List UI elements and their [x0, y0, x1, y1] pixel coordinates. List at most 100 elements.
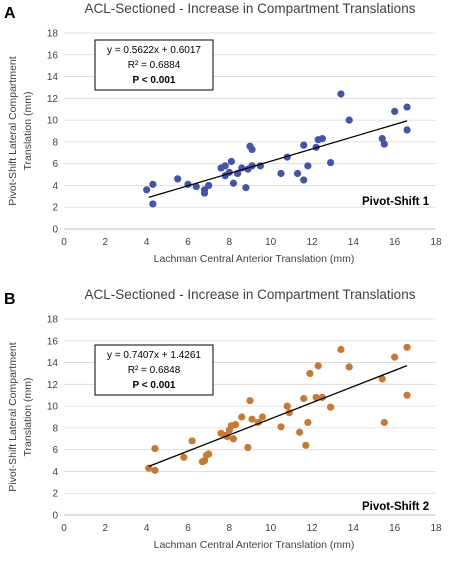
x-tick-label: 10 [265, 523, 277, 534]
data-point [327, 403, 335, 411]
data-point [314, 362, 322, 370]
data-point [318, 135, 326, 143]
x-tick-label: 18 [430, 523, 442, 534]
data-point [403, 126, 411, 134]
data-point [277, 169, 285, 178]
panel-letter: A [4, 5, 16, 22]
y-axis-label: Pivot-Shift Lateral Compartment [7, 56, 19, 205]
data-point [296, 428, 304, 436]
series-label: Pivot-Shift 2 [362, 501, 429, 513]
chart-title: ACL-Sectioned - Increase in Compartment … [85, 287, 416, 302]
data-point [238, 413, 246, 421]
data-point [403, 343, 411, 351]
data-point [380, 418, 388, 427]
data-point [302, 441, 310, 449]
data-point [244, 443, 252, 452]
y-tick-label: 10 [47, 116, 59, 127]
y-axis-label: Translation (mm) [22, 92, 34, 171]
equation-box [94, 39, 214, 91]
x-tick-label: 18 [430, 237, 442, 248]
data-point [391, 107, 399, 115]
data-point [337, 90, 345, 98]
x-tick-label: 8 [227, 237, 233, 248]
data-point [300, 394, 308, 403]
equation-line: y = 0.7407x + 1.4261 [107, 350, 201, 361]
equation-line: P < 0.001 [133, 380, 176, 391]
y-tick-label: 6 [52, 159, 58, 170]
data-point [200, 456, 209, 465]
data-point [327, 158, 335, 167]
data-point [304, 418, 312, 427]
x-axis-label: Lachman Central Anterior Translation (mm… [154, 539, 355, 551]
data-point [174, 175, 182, 183]
data-point [248, 415, 256, 423]
y-tick-label: 4 [52, 181, 58, 192]
data-point [151, 444, 159, 453]
data-point [149, 200, 157, 208]
y-tick-label: 16 [47, 336, 59, 347]
data-point [312, 393, 320, 401]
data-point [231, 421, 240, 429]
y-axis-label: Translation (mm) [22, 378, 34, 457]
data-point [192, 182, 200, 191]
data-point [300, 141, 308, 149]
y-tick-label: 14 [47, 72, 59, 83]
data-point [337, 345, 345, 354]
data-point [246, 397, 254, 405]
x-tick-label: 2 [103, 523, 109, 534]
data-point [300, 176, 308, 184]
y-tick-label: 2 [52, 489, 58, 500]
chart-title: ACL-Sectioned - Increase in Compartment … [85, 1, 416, 16]
x-tick-label: 0 [61, 523, 67, 534]
data-point [205, 450, 213, 458]
y-tick-label: 18 [47, 315, 59, 326]
y-tick-label: 4 [52, 467, 58, 478]
data-point [403, 103, 411, 111]
equation-line: P < 0.001 [133, 75, 176, 86]
data-point [378, 135, 386, 143]
y-tick-label: 14 [47, 358, 59, 369]
data-point [188, 437, 196, 445]
trendline [148, 120, 408, 198]
data-point [221, 162, 229, 170]
x-tick-label: 12 [306, 237, 318, 248]
equation-line: R² = 0.6848 [128, 365, 181, 376]
x-tick-label: 4 [144, 523, 150, 534]
y-tick-label: 18 [47, 29, 59, 40]
y-tick-label: 16 [47, 50, 59, 61]
panel-letter: B [4, 291, 16, 308]
data-point [242, 184, 250, 192]
x-tick-label: 14 [348, 523, 360, 534]
data-point [248, 145, 256, 154]
data-point [277, 423, 285, 431]
data-point [143, 186, 151, 194]
data-point [200, 189, 209, 197]
data-point [283, 402, 291, 410]
data-point [345, 116, 353, 124]
x-tick-label: 4 [144, 237, 150, 248]
data-point [180, 453, 188, 461]
y-tick-label: 6 [52, 445, 58, 456]
y-tick-label: 8 [52, 137, 58, 148]
data-point [378, 375, 386, 383]
data-point [306, 369, 314, 378]
data-point [380, 140, 388, 148]
y-tick-label: 8 [52, 423, 58, 434]
equation-box [94, 344, 214, 396]
x-tick-label: 6 [185, 237, 191, 248]
data-point [151, 466, 159, 474]
chart-panel-b: B ACL-Sectioned - Increase in Compartment… [4, 287, 442, 551]
x-tick-label: 6 [185, 523, 191, 534]
data-point [229, 435, 238, 443]
data-point [391, 353, 399, 361]
x-tick-label: 14 [348, 237, 360, 248]
x-tick-label: 16 [389, 523, 401, 534]
series-label: Pivot-Shift 1 [362, 196, 430, 208]
trendline [148, 364, 408, 468]
x-tick-label: 0 [61, 237, 67, 248]
y-axis-label: Pivot-Shift Lateral Compartment [7, 342, 19, 491]
y-tick-label: 0 [52, 225, 58, 236]
equation-line: y = 0.5622x + 0.6017 [107, 45, 201, 56]
y-tick-label: 0 [52, 511, 58, 522]
